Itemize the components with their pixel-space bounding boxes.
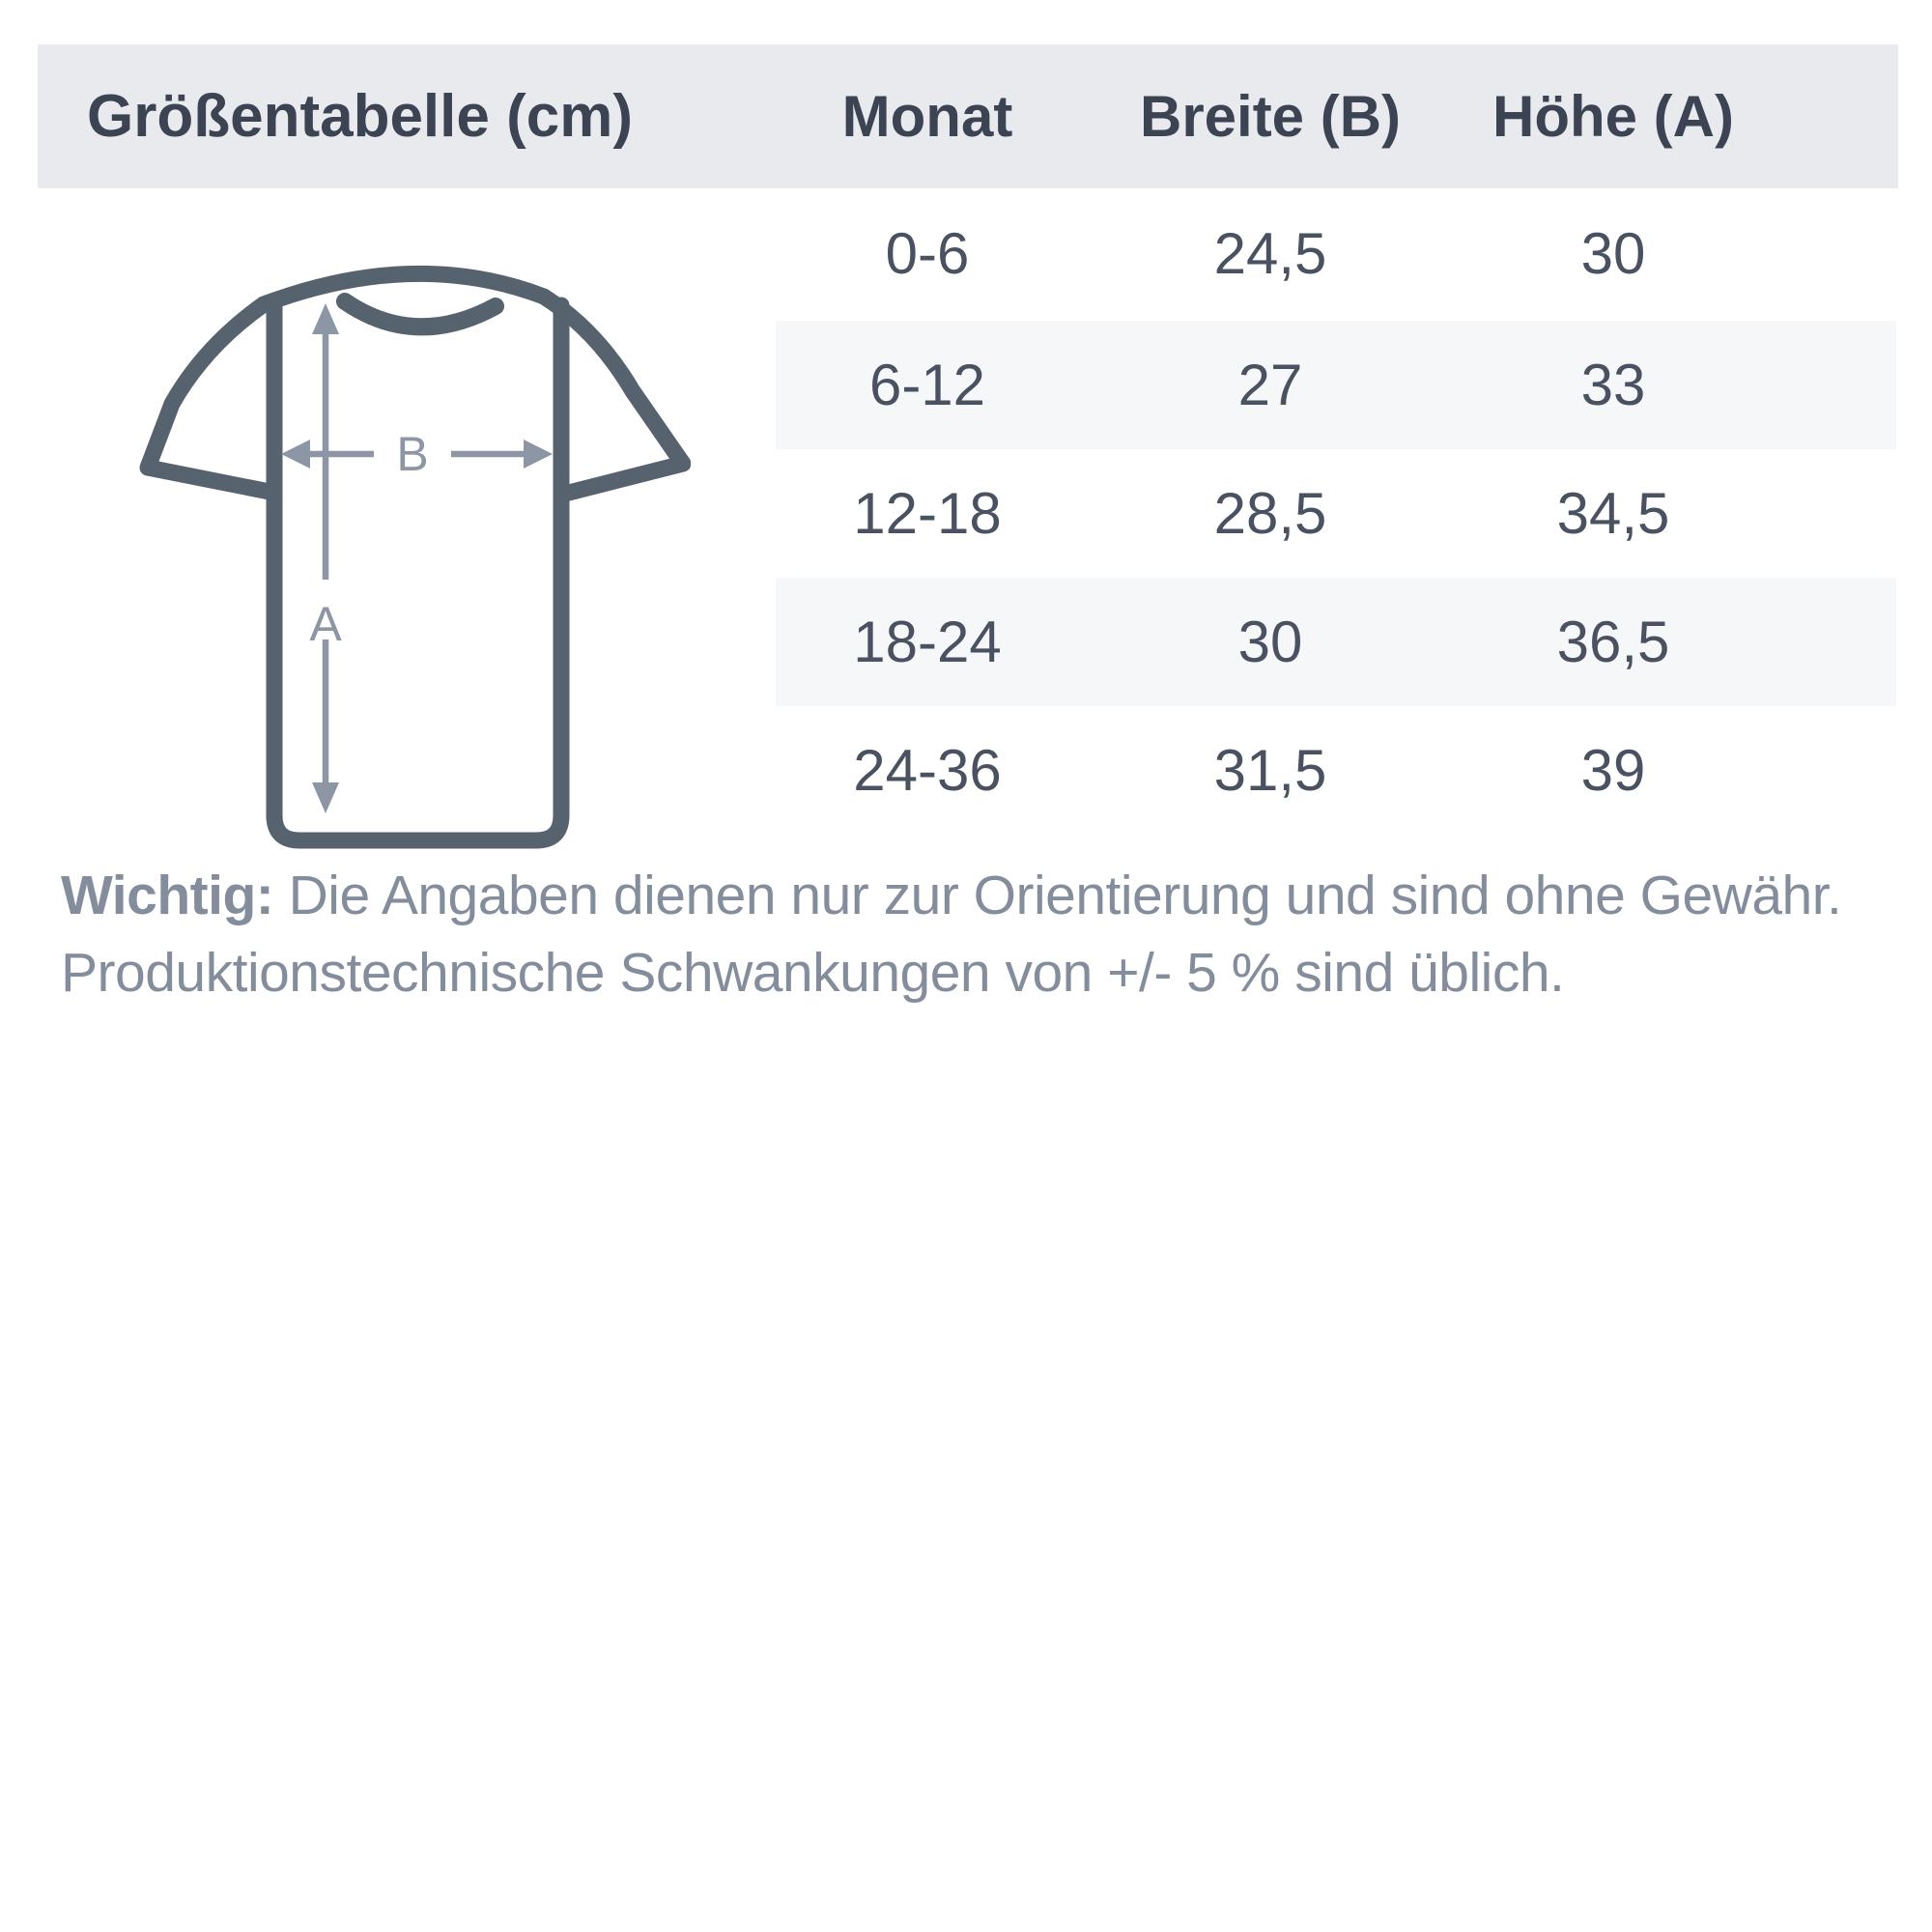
footer-note-line1: Wichtig: Die Angaben dienen nur zur Orie… [61, 864, 1842, 927]
table-row: 0-6 24,5 30 [0, 189, 1932, 318]
cell-breite: 24,5 [1213, 221, 1327, 286]
column-header-monat: Monat [841, 84, 1013, 149]
width-label-b: B [396, 427, 428, 481]
tshirt-body-outline [266, 297, 570, 849]
column-header-hoehe: Höhe (A) [1492, 84, 1734, 149]
cell-hoehe: 39 [1580, 738, 1646, 803]
table-row: 6-12 27 33 [0, 321, 1932, 449]
page-title: Größentabelle (cm) [87, 83, 633, 150]
width-arrow-b: B [281, 427, 553, 481]
cell-breite: 30 [1237, 610, 1303, 674]
table-row: 12-18 28,5 34,5 [0, 449, 1932, 578]
table-row: 18-24 30 36,5 [0, 578, 1932, 706]
table-row: 24-36 31,5 39 [0, 706, 1932, 835]
cell-monat: 24-36 [853, 738, 1002, 803]
table-header-bar [38, 44, 1898, 188]
footer-bold-prefix: Wichtig: [61, 865, 274, 926]
cell-monat: 12-18 [853, 481, 1002, 546]
cell-hoehe: 34,5 [1556, 481, 1670, 546]
cell-breite: 28,5 [1213, 481, 1327, 546]
tshirt-icon: A B [139, 265, 691, 849]
row-stripe [776, 578, 1896, 706]
column-header-breite: Breite (B) [1139, 84, 1402, 149]
cell-breite: 27 [1237, 353, 1303, 417]
cell-hoehe: 30 [1580, 221, 1646, 286]
row-stripe [776, 321, 1896, 449]
cell-breite: 31,5 [1213, 738, 1327, 803]
cell-monat: 6-12 [868, 353, 986, 417]
tshirt-right-sleeve [535, 288, 691, 503]
footer-line1-text: Die Angaben dienen nur zur Orientierung … [273, 865, 1842, 926]
cell-hoehe: 33 [1580, 353, 1646, 417]
tshirt-collar-outer [255, 265, 553, 313]
cell-monat: 0-6 [885, 221, 970, 286]
tshirt-collar-scoop [336, 293, 504, 336]
tshirt-diagram: A B [135, 261, 691, 860]
cell-hoehe: 36,5 [1556, 610, 1670, 674]
cell-monat: 18-24 [853, 610, 1002, 674]
height-label-a: A [309, 597, 342, 651]
footer-note-line2: Produktionstechnische Schwankungen von +… [61, 942, 1565, 1004]
tshirt-left-sleeve [139, 296, 283, 501]
